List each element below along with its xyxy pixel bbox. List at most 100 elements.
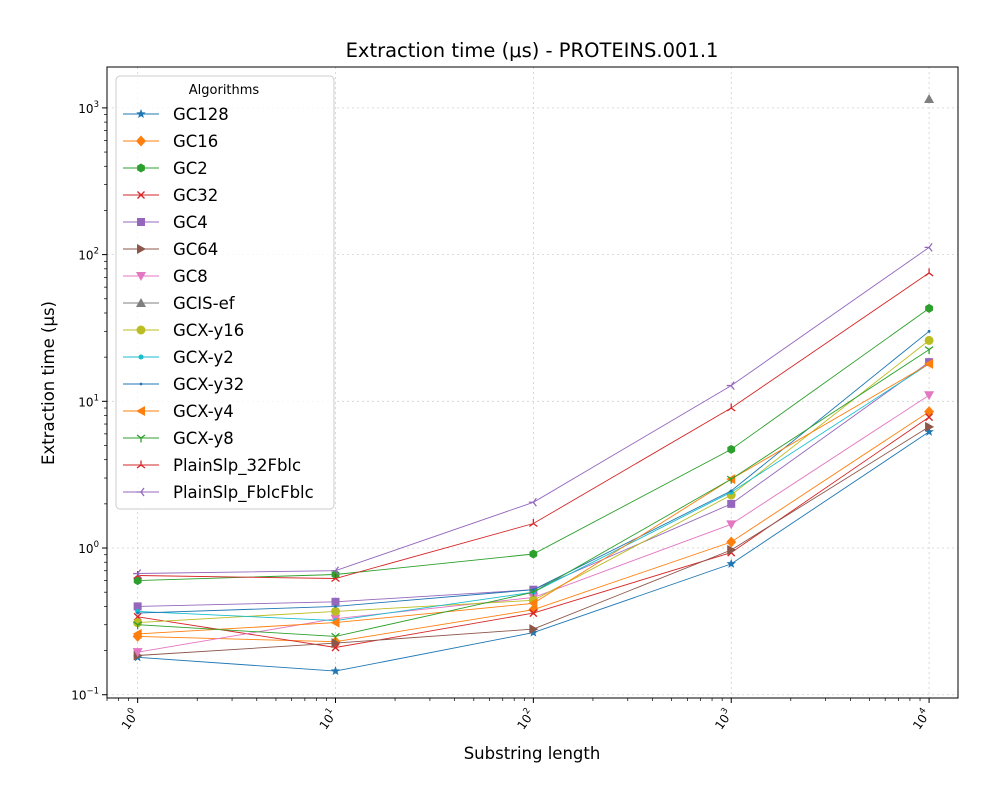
data-point [136, 611, 140, 615]
data-point [726, 536, 737, 548]
y-axis-ticks: 10−1 100 101 102 103 [71, 100, 107, 703]
legend-label: GC4 [173, 213, 208, 232]
chart-title: Extraction time (μs) - PROTEINS.001.1 [346, 39, 719, 62]
legend: Algorithms GC128 GC16 GC2 GC32 GC4 GC64 GC8 GCI… [115, 75, 335, 510]
legend-marker [139, 382, 143, 386]
legend-label: GCX-y16 [173, 321, 244, 340]
legend-item: GC16 [123, 132, 218, 151]
data-point [331, 632, 340, 641]
legend-item: GC4 [123, 213, 208, 232]
legend-marker [137, 218, 145, 226]
data-point [528, 518, 538, 527]
legend-marker [136, 272, 146, 281]
legend-label: GCX-y32 [173, 375, 244, 394]
legend-label: GC64 [173, 240, 218, 259]
data-point [330, 617, 340, 628]
data-point [528, 588, 538, 597]
data-point [132, 628, 142, 639]
series-GCX-y4 [132, 358, 934, 639]
legend-marker [136, 298, 146, 307]
legend-box [115, 75, 335, 510]
data-point [331, 573, 340, 583]
data-point [727, 499, 736, 508]
data-point [331, 638, 341, 649]
data-point [726, 558, 736, 568]
data-point [529, 549, 538, 559]
legend-item: GC64 [123, 240, 218, 259]
legend-item: GCIS-ef [123, 294, 236, 313]
data-point [726, 403, 736, 412]
data-point [924, 242, 933, 252]
legend-label: GC128 [173, 105, 229, 124]
data-point [924, 335, 934, 345]
data-point [531, 588, 535, 592]
y-tick-label: 103 [78, 100, 99, 116]
data-point [727, 444, 736, 454]
legend-label: GCIS-ef [173, 294, 236, 313]
plot-frame [106, 66, 959, 699]
y-tick-label: 10−1 [71, 687, 99, 703]
legend-items: GC128 GC16 GC2 GC32 GC4 GC64 GC8 GCIS-ef GCX-y16… [123, 105, 314, 503]
legend-label: GCX-y2 [173, 348, 234, 367]
data-point [924, 391, 935, 401]
legend-label: GC32 [173, 186, 218, 205]
data-point [927, 329, 931, 333]
legend-label: PlainSlp_FblcFblc [173, 483, 314, 503]
legend-marker [137, 244, 146, 254]
series-GCX-y32 [136, 329, 931, 615]
data-point [925, 413, 934, 422]
legend-marker [136, 460, 146, 469]
legend-title: Algorithms [189, 83, 260, 98]
data-point [133, 602, 142, 611]
y-axis-label: Extraction time (μs) [39, 301, 58, 465]
data-point [925, 303, 933, 313]
legend-marker [136, 109, 146, 119]
data-point [528, 627, 539, 637]
legend-label: GCX-y4 [173, 402, 234, 421]
data-point [726, 381, 735, 390]
y-tick-label: 100 [78, 540, 99, 556]
legend-item: GCX-y8 [123, 429, 234, 448]
legend-marker [137, 191, 145, 199]
data-point [529, 609, 538, 618]
legend-item: GC2 [123, 159, 208, 178]
legend-label: GC8 [173, 267, 208, 286]
data-point [330, 666, 341, 676]
data-point [133, 569, 142, 578]
data-point [726, 475, 736, 484]
legend-label: PlainSlp_32Fblc [173, 456, 301, 476]
data-point [924, 268, 934, 277]
legend-item: PlainSlp_32Fblc [123, 456, 301, 476]
data-point [528, 497, 537, 507]
data-point [334, 605, 337, 608]
y-tick-label: 102 [78, 247, 99, 263]
data-point [331, 597, 340, 606]
legend-item: GCX-y2 [123, 348, 234, 367]
data-point [132, 648, 143, 658]
legend-item: GC128 [123, 105, 229, 124]
legend-item: GCX-y32 [123, 375, 244, 394]
legend-item: PlainSlp_FblcFblc [123, 483, 314, 503]
legend-label: GC16 [173, 132, 218, 151]
series-PlainSlp_32Fblc [133, 268, 934, 583]
data-point [331, 566, 340, 576]
data-point [133, 576, 142, 586]
data-point [924, 426, 934, 436]
y-tick-label: 101 [78, 393, 99, 409]
series-layer [132, 93, 935, 676]
legend-marker [137, 163, 145, 173]
legend-marker [136, 135, 146, 147]
series-GCX-y8 [133, 346, 934, 641]
data-point [726, 520, 737, 530]
legend-marker [136, 487, 145, 497]
legend-marker [138, 354, 144, 360]
data-point [727, 544, 737, 555]
data-point [528, 598, 538, 609]
x-axis-label: Substring length [464, 744, 601, 763]
legend-label: GCX-y8 [173, 429, 234, 448]
series-PlainSlp_FblcFblc [133, 242, 933, 578]
legend-item: GCX-y4 [123, 402, 234, 421]
legend-item: GC32 [123, 186, 218, 205]
